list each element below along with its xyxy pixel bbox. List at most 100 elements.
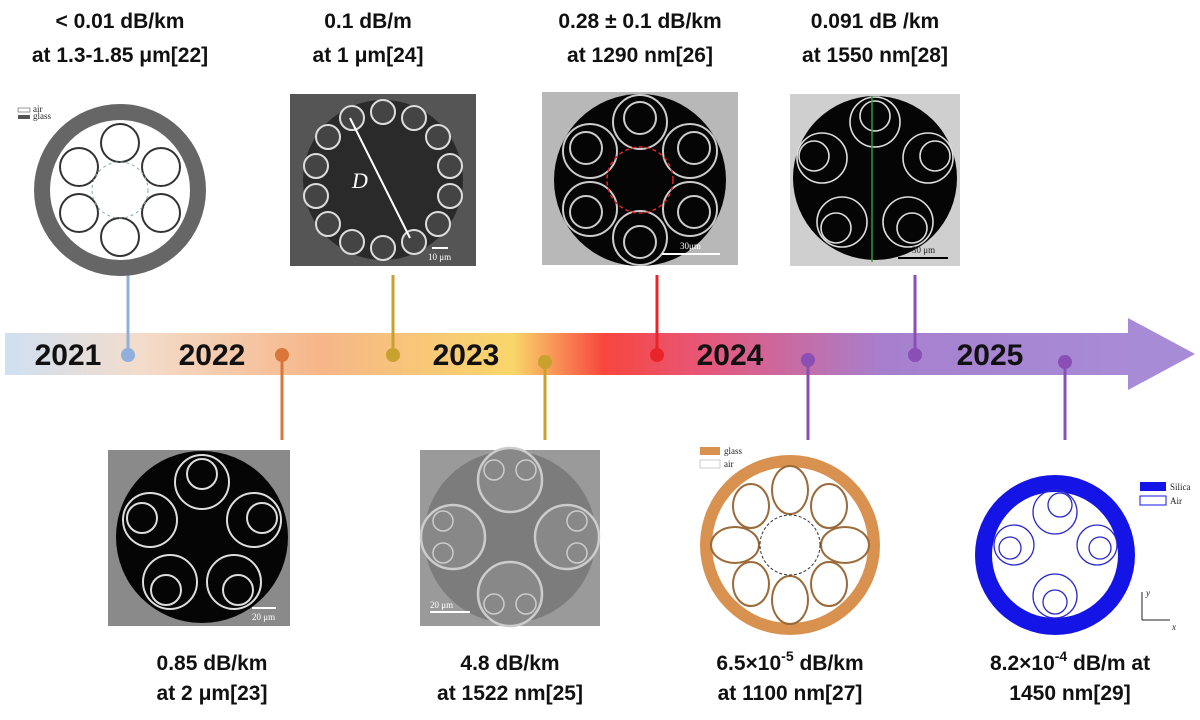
- scale-text: 20 μm: [430, 600, 453, 610]
- fiber-sem-24-part-part: [303, 153, 329, 179]
- fiber-schematic-29-part-part: [993, 524, 1035, 566]
- fiber-schematic-22-part-part: [100, 123, 140, 163]
- year: 2023: [433, 339, 500, 372]
- timeline-arrow-part: [5, 333, 1135, 375]
- fiber-schematic-27-part: [700, 447, 720, 455]
- fiber-schematic-27-part: [712, 467, 868, 623]
- fiber-schematic-29-part: [1139, 495, 1167, 506]
- fiber-sem-25-part-part: [533, 503, 601, 571]
- connectors-part: [908, 348, 922, 362]
- connectors-part: [801, 353, 815, 367]
- legend-text: air: [33, 104, 43, 114]
- fiber-sem-24-part: [303, 100, 463, 260]
- fiber-schematic-27-part-part: [732, 483, 770, 529]
- fiber-sem-26-part-part: [569, 195, 603, 229]
- fiber-schematic-22-part-part: [59, 193, 99, 233]
- fiber-schematic-22-part-part: [91, 161, 149, 219]
- fiber-schematic-27-part-part: [820, 526, 870, 564]
- fiber-schematic-22-part: [17, 107, 31, 113]
- fiber-sem-25-part: [419, 446, 601, 628]
- legend-text: glass: [724, 446, 742, 456]
- connectors-part: [650, 348, 664, 362]
- fiber-sem-26-part-part: [562, 123, 618, 179]
- fiber-sem-25-part-part: [476, 560, 544, 628]
- scale-text: 20 μm: [252, 612, 275, 622]
- fiber-schematic-29-part-part: [1042, 589, 1068, 615]
- year: 2025: [957, 339, 1024, 372]
- fiber-schematic-27: glass air: [699, 446, 880, 635]
- fiber-sem-25-part-part: [566, 510, 588, 532]
- fiber-sem-24-part-part: [303, 183, 329, 209]
- legend-text: glass: [33, 111, 51, 121]
- fiber-sem-23-part-part: [142, 554, 198, 610]
- fiber-schematic-22-part-part: [141, 147, 181, 187]
- fiber-sem-25-part-part: [419, 503, 487, 571]
- connectors-part: [386, 348, 400, 362]
- label: 0.28 ± 0.1 dB/km: [558, 10, 721, 33]
- axis-text: x: [1171, 622, 1176, 632]
- fiber-sem-24-part-part: [370, 235, 396, 261]
- label: at 1522 nm[25]: [437, 682, 583, 705]
- fiber-sem-25-part-part: [483, 593, 505, 615]
- fiber-sem-28-part-part: [896, 212, 928, 244]
- scale-text: 30μm: [680, 241, 701, 251]
- figure-text: D: [351, 168, 368, 193]
- label-part: dB/m at: [1067, 652, 1150, 675]
- fiber-sem-26-part-part: [677, 195, 711, 229]
- fiber-sem-28-part-part: [796, 132, 848, 184]
- fiber-schematic-29-part: [992, 492, 1118, 618]
- label: at 1290 nm[26]: [567, 44, 713, 67]
- fiber-sem-28-part-part: [820, 212, 852, 244]
- scale-text: 30 μm: [912, 245, 935, 255]
- fiber-schematic-29-part-part: [1076, 524, 1118, 566]
- label: at 1550 nm[28]: [802, 44, 948, 67]
- fiber-schematic-29-part-part: [1032, 573, 1078, 619]
- label: at 1100 nm[27]: [718, 682, 863, 705]
- fiber-sem-26-part: [606, 146, 674, 214]
- connectors-part: [275, 348, 289, 362]
- fiber-sem-23-part-part: [246, 502, 278, 534]
- fiber-sem-23-part-part: [222, 574, 254, 606]
- fiber-sem-28-part-part: [859, 100, 891, 132]
- label: at 2 μm[23]: [157, 682, 268, 705]
- fiber-sem-24-part: [303, 99, 463, 261]
- axis-text: y: [1145, 588, 1150, 598]
- fiber-sem-28-part-part: [902, 132, 954, 184]
- fiber-sem-24-part-part: [401, 229, 427, 255]
- fiber-sem-25-part: [424, 451, 596, 623]
- label-part: dB/km: [794, 652, 864, 675]
- fiber-sem-25: 20 μm: [419, 446, 601, 628]
- fiber-schematic-22-part-part: [141, 193, 181, 233]
- fiber-sem-25-part-part: [432, 542, 454, 564]
- fiber-sem-28-part-part: [798, 140, 830, 172]
- fiber-sem-25-part-part: [515, 459, 537, 481]
- fiber-sem-28-part-part: [849, 96, 901, 148]
- fiber-sem-26-part: [562, 94, 718, 266]
- fiber-sem-23-part: [122, 454, 282, 610]
- fiber-schematic-27-part-part: [771, 575, 809, 625]
- fiber-sem-26-part-part: [623, 101, 657, 135]
- label: 0.1 dB/m: [324, 10, 412, 33]
- fiber-sem-28-part-part: [816, 196, 868, 248]
- fiber-sem-26: 30μm: [542, 92, 738, 266]
- label: 8.2×10-4 dB/m at: [990, 648, 1150, 675]
- fiber-sem-24: D 10 μm: [290, 94, 476, 266]
- scale-text: 10 μm: [428, 252, 451, 262]
- fiber-schematic-29-part-part: [998, 536, 1022, 560]
- label: 0.85 dB/km: [157, 652, 268, 675]
- fiber-schematic-22-part: [59, 123, 181, 257]
- timeline-arrow: [5, 318, 1195, 390]
- fiber-sem-26-part-part: [677, 131, 711, 165]
- fiber-schematic-27-part-part: [710, 526, 760, 564]
- fiber-schematic-27-part-part: [771, 465, 809, 515]
- label-part: 8.2×10: [990, 652, 1055, 675]
- label: 6.5×10-5 dB/km: [716, 648, 863, 675]
- label: 4.8 dB/km: [460, 652, 559, 675]
- year: 2024: [697, 339, 764, 372]
- fiber-schematic-27-part-part: [759, 514, 821, 576]
- fiber-sem-28-part-part: [919, 140, 951, 172]
- fiber-sem-24-part-part: [315, 211, 341, 237]
- label-sup: -5: [781, 648, 794, 664]
- fiber-sem-23-part-part: [174, 454, 230, 510]
